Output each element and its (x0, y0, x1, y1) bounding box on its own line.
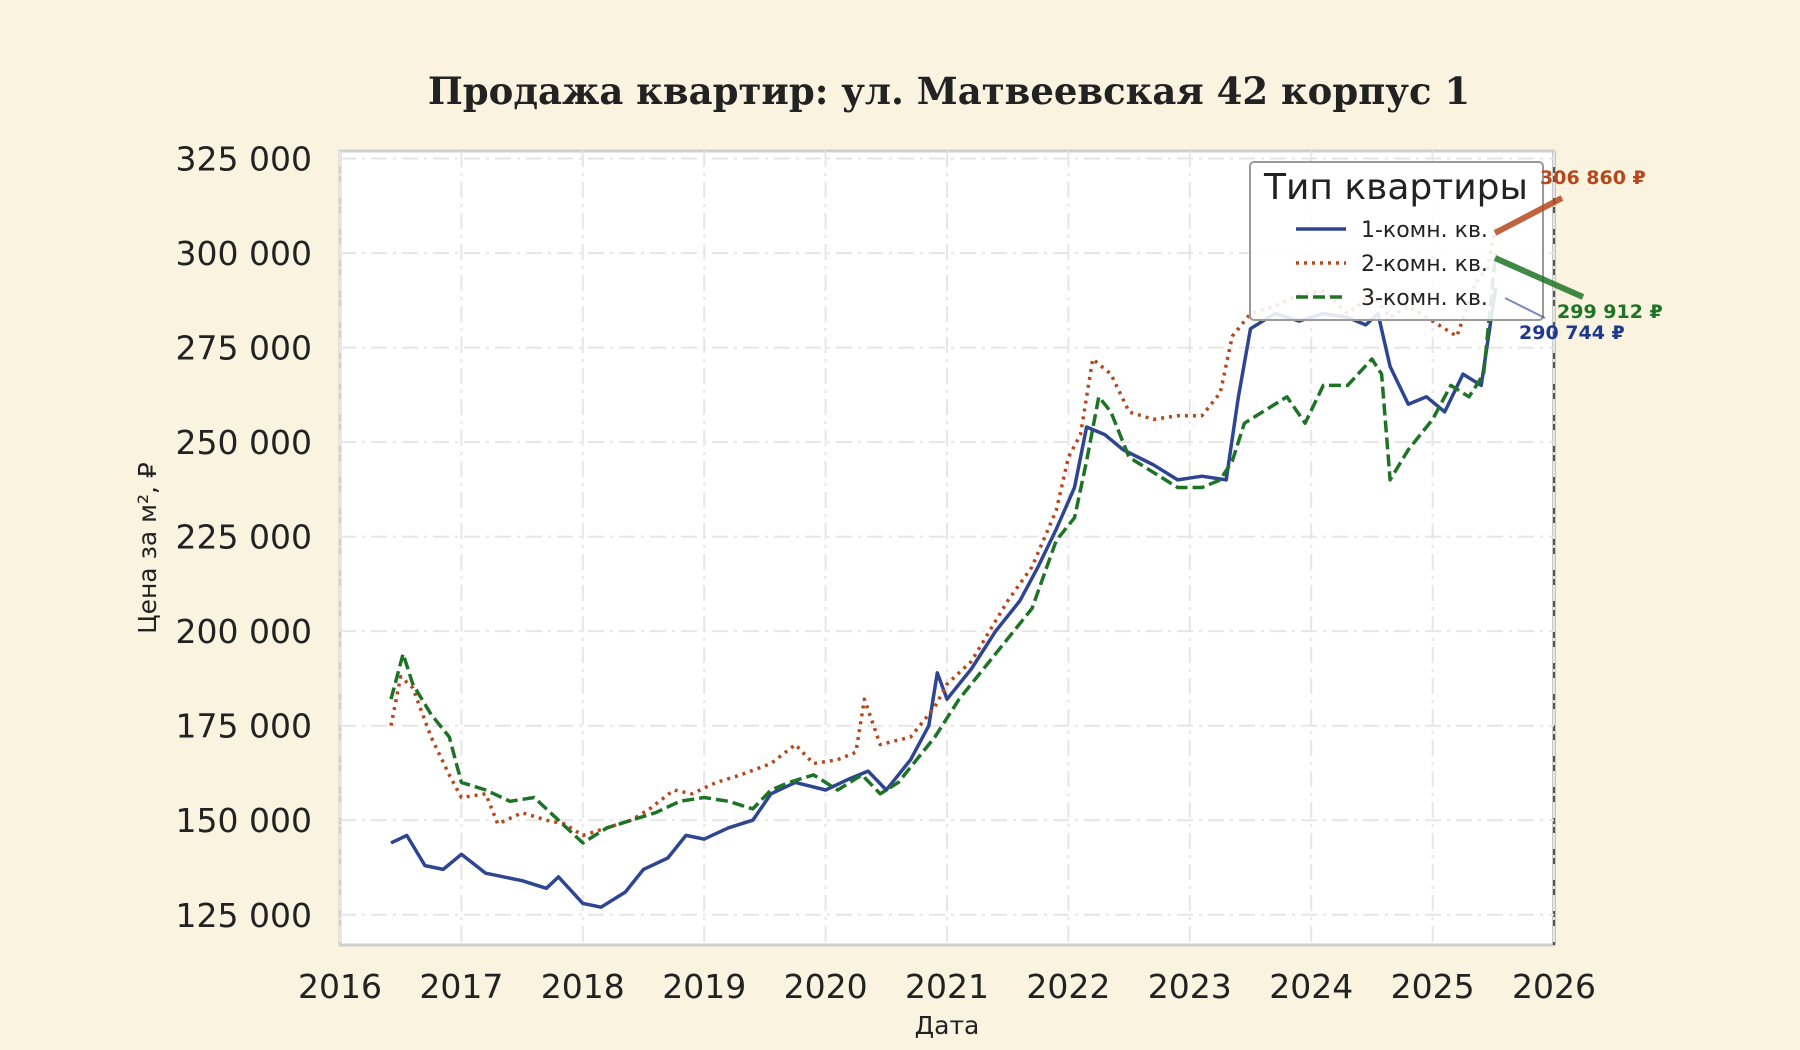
chart-title: Продажа квартир: ул. Матвеевская 42 корп… (428, 69, 1470, 113)
x-ticks: 2016 2017 2018 2019 2020 2021 2022 2023 2024 2025… (298, 967, 1596, 1006)
x-tick-label: 2017 (419, 967, 503, 1006)
annotation-1room-last: 290 744 ₽ (1519, 322, 1625, 344)
x-tick-label: 2022 (1026, 967, 1110, 1006)
x-tick-label: 2024 (1269, 967, 1353, 1006)
x-tick-label: 2026 (1512, 967, 1596, 1006)
legend-label-1: 1-комн. кв. (1361, 218, 1488, 243)
legend-title: Тип квартиры (1263, 167, 1528, 208)
series-line-3 (389, 253, 1498, 845)
y-tick-label: 250 000 (176, 423, 312, 462)
y-tick-label: 150 000 (176, 801, 312, 840)
annotation-arrow-1room (1504, 297, 1546, 319)
y-tick-label: 125 000 (176, 896, 312, 935)
legend: Тип квартиры 1-комн. кв. 2-комн. кв. 3-к… (1249, 161, 1544, 321)
x-axis-label: Дата (915, 1011, 980, 1040)
x-tick-label: 2016 (298, 967, 382, 1006)
annotations: 306 860 ₽ 299 912 ₽ 290 744 ₽ (1493, 167, 1663, 344)
y-tick-label: 175 000 (176, 707, 312, 746)
y-tick-label: 300 000 (176, 234, 312, 273)
annotation-arrow-2room (1493, 195, 1564, 236)
annotation-2room-last: 306 860 ₽ (1540, 167, 1646, 189)
annotation-arrow-3room (1493, 255, 1585, 300)
y-tick-label: 275 000 (176, 329, 312, 368)
legend-label-2: 2-комн. кв. (1361, 252, 1488, 277)
annotation-3room-last: 299 912 ₽ (1557, 301, 1663, 323)
x-tick-label: 2020 (784, 967, 868, 1006)
legend-box (1249, 161, 1544, 321)
x-tick-label: 2025 (1391, 967, 1475, 1006)
x-tick-label: 2021 (905, 967, 989, 1006)
y-ticks: 125 000 150 000 175 000 200 000 225 000 250 0… (176, 140, 312, 935)
y-tick-label: 200 000 (176, 612, 312, 651)
y-tick-label: 225 000 (176, 518, 312, 557)
x-tick-label: 2018 (541, 967, 625, 1006)
x-tick-label: 2019 (662, 967, 746, 1006)
x-tick-label: 2023 (1148, 967, 1232, 1006)
legend-label-3: 3-комн. кв. (1361, 286, 1488, 311)
y-axis-label: Цена за м², ₽ (133, 462, 162, 634)
y-tick-label: 325 000 (176, 140, 312, 179)
